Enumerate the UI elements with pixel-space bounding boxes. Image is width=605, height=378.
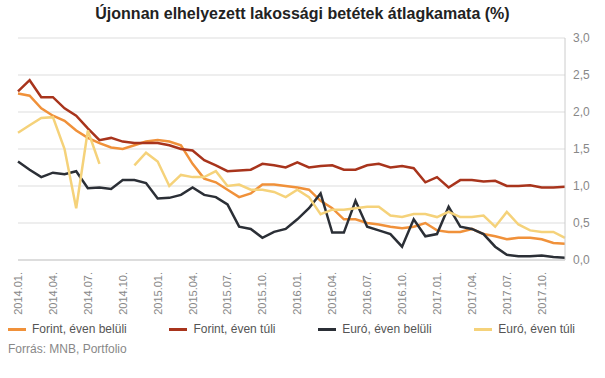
svg-text:2016.07.: 2016.07.: [361, 272, 373, 315]
html-text:Forint, éven belüli: Forint, éven belüli: [32, 322, 127, 336]
svg-text:2017.04.: 2017.04.: [466, 272, 478, 315]
svg-text:2014.07.: 2014.07.: [82, 272, 94, 315]
svg-text:2017.01.: 2017.01.: [431, 272, 443, 315]
svg-text:2015.10.: 2015.10.: [256, 272, 268, 315]
svg-text:2015.04.: 2015.04.: [187, 272, 199, 315]
svg-text:2,0: 2,0: [573, 105, 590, 119]
svg-text:2016.04.: 2016.04.: [326, 272, 338, 315]
html-text:Forint, éven túli: Forint, éven túli: [193, 322, 276, 336]
svg-text:0,0: 0,0: [573, 253, 590, 267]
svg-text:2014.04.: 2014.04.: [47, 272, 59, 315]
svg-text:1,5: 1,5: [573, 142, 590, 156]
svg-text:0,5: 0,5: [573, 216, 590, 230]
svg-text:3,0: 3,0: [573, 31, 590, 45]
svg-text:2015.07.: 2015.07.: [221, 272, 233, 315]
svg-text:1,0: 1,0: [573, 179, 590, 193]
html-text:Forrás: MNB, Portfolio: Forrás: MNB, Portfolio: [8, 342, 127, 356]
html-text:Újonnan elhelyezett lakossági: Újonnan elhelyezett lakossági betétek át…: [95, 5, 510, 22]
svg-text:2014.10.: 2014.10.: [117, 272, 129, 315]
svg-text:2,5: 2,5: [573, 68, 590, 82]
svg-text:2014.01.: 2014.01.: [12, 272, 24, 315]
svg-text:2017.07.: 2017.07.: [501, 272, 513, 315]
svg-text:2016.01.: 2016.01.: [291, 272, 303, 315]
html-text:Euró, éven belüli: Euró, éven belüli: [342, 322, 432, 336]
svg-text:2015.01.: 2015.01.: [152, 272, 164, 315]
svg-text:2017.10.: 2017.10.: [536, 272, 548, 315]
svg-text:2016.10.: 2016.10.: [396, 272, 408, 315]
html-text:Euró, éven túli: Euró, éven túli: [498, 322, 575, 336]
